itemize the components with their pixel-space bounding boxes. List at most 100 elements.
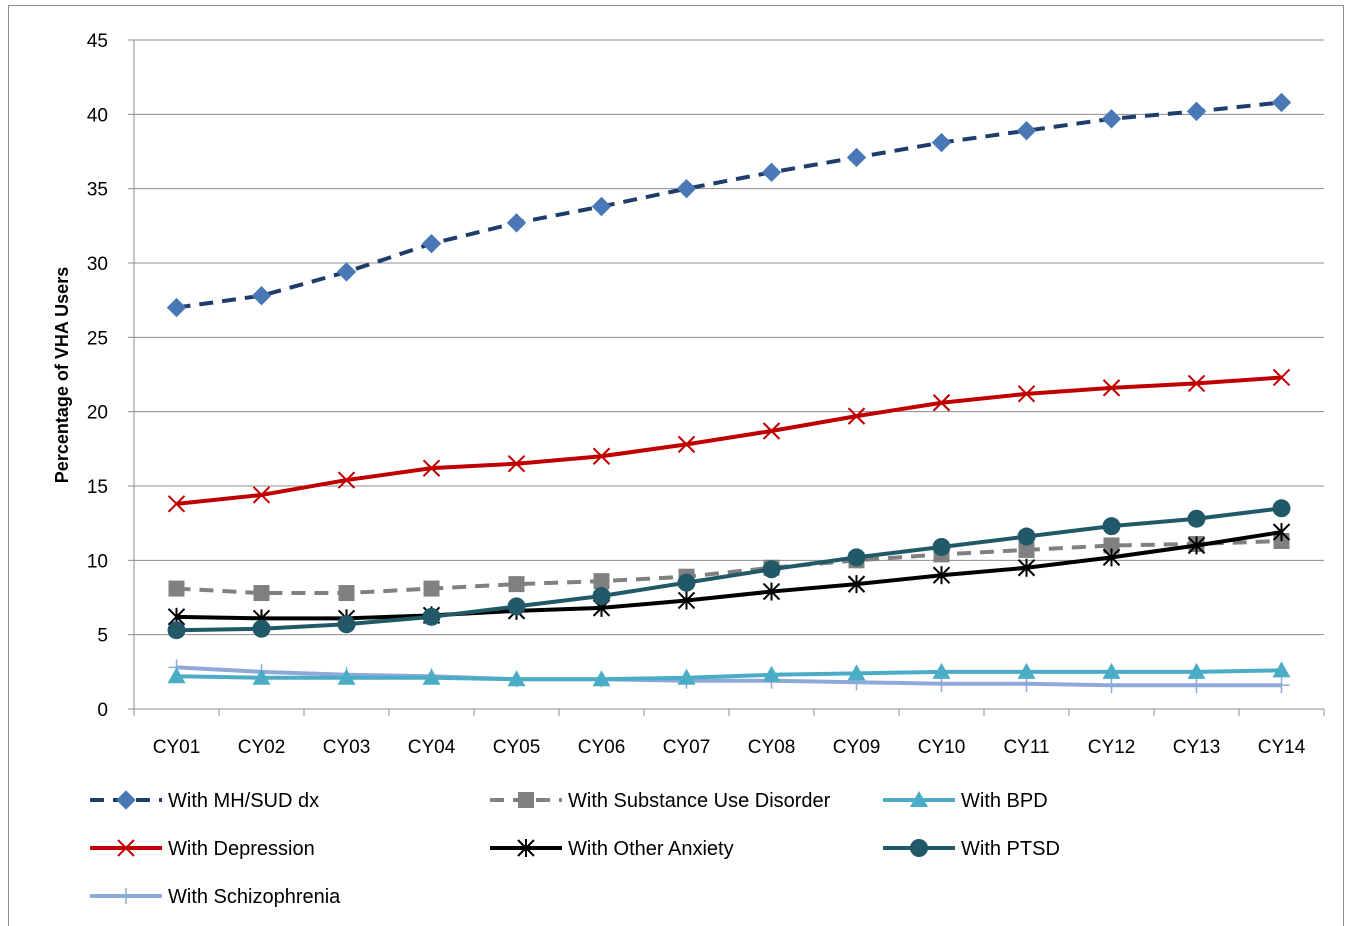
- x-tick-label: CY10: [918, 737, 966, 758]
- data-point: [1187, 374, 1206, 393]
- data-point: [847, 664, 866, 681]
- data-point: [762, 665, 781, 682]
- x-tick-label: CY13: [1173, 737, 1221, 758]
- data-point: [168, 580, 185, 597]
- x-tick-label: CY02: [238, 737, 286, 758]
- legend-label: With Other Anxiety: [568, 838, 734, 860]
- data-point: [592, 447, 611, 465]
- data-point: [336, 262, 357, 282]
- series-with-substance-use-disorder: [168, 533, 1290, 602]
- x-tick-label: CY08: [748, 737, 796, 758]
- legend-item: With PTSD: [883, 838, 1060, 860]
- data-point: [167, 621, 186, 640]
- series-with-ptsd: [167, 499, 1291, 640]
- data-point: [1272, 499, 1291, 518]
- data-point: [337, 471, 356, 489]
- data-point: [252, 619, 271, 638]
- y-tick-label: 40: [87, 105, 108, 126]
- y-tick-label: 20: [87, 403, 108, 424]
- plot-area: [166, 92, 1292, 694]
- data-point: [932, 566, 951, 585]
- data-point: [847, 575, 866, 594]
- data-point: [507, 670, 526, 687]
- data-point: [1187, 509, 1206, 528]
- legend-label: With Depression: [168, 838, 315, 860]
- series-line: [176, 506, 1282, 633]
- data-point: [252, 668, 271, 685]
- data-point: [846, 147, 867, 168]
- data-point: [1017, 662, 1036, 679]
- data-point: [1187, 662, 1206, 679]
- x-tick-label: CY14: [1258, 737, 1306, 758]
- data-point: [1272, 661, 1291, 678]
- data-point: [1017, 527, 1036, 546]
- y-tick-label: 45: [87, 31, 108, 52]
- legend-marker: [517, 839, 535, 857]
- data-point: [422, 668, 441, 685]
- axes: [128, 39, 1325, 716]
- x-axis-ticks: CY01 CY02 CY03 CY04 CY05 CY06 CY07 CY08 CY09 CY10…: [153, 737, 1306, 758]
- y-tick-label: 0: [97, 700, 108, 721]
- legend-item: With Depression: [90, 838, 315, 860]
- data-point: [423, 580, 440, 597]
- y-tick-label: 30: [87, 254, 108, 275]
- legend-marker: [116, 790, 136, 810]
- series-line: [176, 375, 1282, 506]
- legend-label: With BPD: [961, 790, 1048, 812]
- series-line: [176, 668, 1282, 682]
- data-point: [1102, 379, 1121, 397]
- legend-label: With MH/SUD dx: [168, 790, 319, 812]
- y-tick-label: 5: [97, 626, 108, 647]
- data-point: [1102, 548, 1121, 567]
- x-tick-label: CY09: [833, 737, 881, 758]
- y-axis-ticks: 0 5 10 15 20 25 30 35 40 45: [87, 31, 108, 721]
- data-point: [1271, 92, 1292, 113]
- gridlines: [134, 39, 1324, 636]
- legend-item: With Substance Use Disorder: [490, 790, 831, 812]
- data-point: [422, 459, 441, 477]
- series-with-mh-sud-dx: [166, 92, 1292, 318]
- x-tick-label: CY06: [578, 737, 626, 758]
- series-with-depression: [167, 368, 1291, 513]
- legend-marker: [518, 792, 534, 808]
- data-point: [167, 667, 186, 684]
- data-point: [761, 162, 782, 183]
- data-point: [932, 662, 951, 679]
- legend-item: With Schizophrenia: [90, 886, 341, 908]
- data-point: [1017, 385, 1036, 403]
- data-point: [1016, 120, 1037, 141]
- x-tick-label: CY11: [1003, 737, 1049, 758]
- data-point: [591, 196, 612, 217]
- data-point: [762, 560, 781, 579]
- legend-marker: [118, 888, 134, 904]
- data-point: [507, 597, 526, 616]
- data-point: [167, 495, 186, 513]
- legend-marker: [910, 839, 928, 857]
- data-point: [1018, 541, 1035, 558]
- data-point: [421, 233, 442, 254]
- data-point: [592, 670, 611, 687]
- data-point: [1103, 677, 1120, 694]
- x-tick-label: CY07: [663, 737, 711, 758]
- x-tick-label: CY03: [323, 737, 371, 758]
- legend-item: With MH/SUD dx: [90, 790, 319, 812]
- data-point: [932, 537, 951, 556]
- legend-label: With PTSD: [961, 838, 1060, 860]
- y-tick-label: 25: [87, 328, 108, 349]
- data-point: [677, 591, 696, 610]
- data-point: [931, 132, 952, 153]
- data-point: [337, 668, 356, 685]
- y-tick-label: 10: [87, 551, 108, 572]
- data-point: [847, 407, 866, 425]
- data-point: [847, 548, 866, 567]
- data-point: [677, 435, 696, 454]
- data-point: [592, 587, 611, 606]
- data-point: [1101, 109, 1122, 129]
- data-point: [252, 486, 271, 504]
- data-point: [932, 394, 951, 412]
- legend-marker: [117, 839, 135, 857]
- data-point: [506, 213, 527, 233]
- series-line: [176, 665, 1282, 688]
- legend-item: With Other Anxiety: [490, 838, 734, 860]
